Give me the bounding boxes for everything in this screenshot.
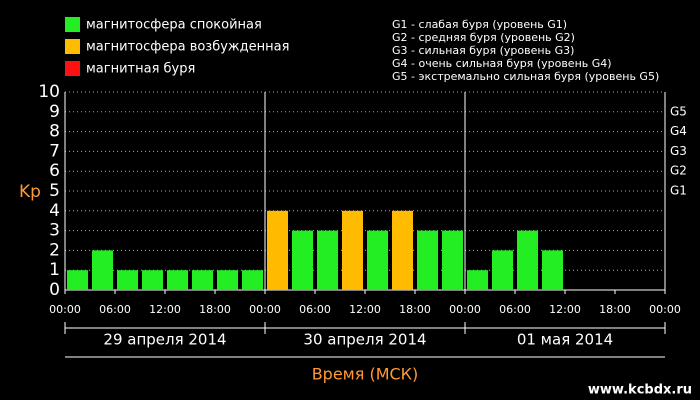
date-label: 29 апреля 2014 bbox=[103, 331, 226, 349]
storm-legend: G2 - средняя буря (уровень G2) bbox=[392, 31, 575, 44]
y-tick-label: 5 bbox=[49, 181, 60, 201]
y-tick-label: 1 bbox=[49, 260, 60, 280]
y-tick-label: 9 bbox=[49, 102, 60, 122]
y-tick-label: 8 bbox=[49, 122, 60, 142]
y-tick-label: 4 bbox=[49, 201, 60, 221]
legend-label: магнитная буря bbox=[86, 62, 195, 77]
bar bbox=[317, 230, 338, 290]
bar bbox=[92, 250, 113, 290]
x-tick-label: 18:00 bbox=[199, 303, 231, 316]
bar bbox=[492, 250, 513, 290]
x-tick-label: 06:00 bbox=[499, 303, 531, 316]
storm-level-label: G3 bbox=[670, 144, 687, 158]
bar bbox=[217, 270, 238, 290]
storm-legend: G1 - слабая буря (уровень G1) bbox=[392, 18, 567, 31]
storm-level-label: G2 bbox=[670, 164, 687, 178]
bar bbox=[67, 270, 88, 290]
y-tick-label: 10 bbox=[38, 82, 60, 102]
bar bbox=[392, 210, 413, 290]
bar bbox=[417, 230, 438, 290]
x-tick-label: 06:00 bbox=[299, 303, 331, 316]
bar bbox=[267, 210, 288, 290]
x-axis-label: Время (МСК) bbox=[312, 365, 419, 384]
y-tick-label: 3 bbox=[49, 221, 60, 241]
y-tick-label: 7 bbox=[49, 141, 60, 161]
y-tick-label: 0 bbox=[49, 280, 60, 300]
bar bbox=[442, 230, 463, 290]
bar bbox=[467, 270, 488, 290]
legend-swatch bbox=[65, 17, 80, 32]
x-tick-label: 18:00 bbox=[399, 303, 431, 316]
legend-label: магнитосфера спокойная bbox=[86, 18, 262, 33]
bar bbox=[542, 250, 563, 290]
bar bbox=[117, 270, 138, 290]
bar bbox=[292, 230, 313, 290]
bar bbox=[142, 270, 163, 290]
bar bbox=[242, 270, 263, 290]
bar bbox=[517, 230, 538, 290]
storm-level-label: G1 bbox=[670, 184, 687, 198]
storm-level-label: G4 bbox=[670, 124, 687, 138]
x-tick-label: 12:00 bbox=[349, 303, 381, 316]
legend-swatch bbox=[65, 61, 80, 76]
date-label: 30 апреля 2014 bbox=[303, 331, 426, 349]
x-tick-label: 18:00 bbox=[599, 303, 631, 316]
x-tick-label: 06:00 bbox=[99, 303, 131, 316]
storm-legend: G5 - экстремально сильная буря (уровень … bbox=[392, 70, 659, 83]
x-tick-label: 00:00 bbox=[649, 303, 681, 316]
x-tick-label: 00:00 bbox=[49, 303, 81, 316]
watermark: www.kcbdx.ru bbox=[588, 383, 692, 398]
bar bbox=[342, 210, 363, 290]
legend-swatch bbox=[65, 39, 80, 54]
y-tick-label: 2 bbox=[49, 240, 60, 260]
x-tick-label: 00:00 bbox=[249, 303, 281, 316]
legend-label: магнитосфера возбужденная bbox=[86, 40, 289, 55]
x-tick-label: 12:00 bbox=[549, 303, 581, 316]
y-axis-label: Kp bbox=[19, 182, 41, 202]
storm-legend: G3 - сильная буря (уровень G3) bbox=[392, 44, 574, 57]
x-tick-label: 00:00 bbox=[449, 303, 481, 316]
bar bbox=[192, 270, 213, 290]
bar bbox=[367, 230, 388, 290]
x-tick-label: 12:00 bbox=[149, 303, 181, 316]
storm-legend: G4 - очень сильная буря (уровень G4) bbox=[392, 57, 612, 70]
bar bbox=[167, 270, 188, 290]
date-label: 01 мая 2014 bbox=[517, 331, 613, 349]
y-tick-label: 6 bbox=[49, 161, 60, 181]
storm-level-label: G5 bbox=[670, 104, 687, 118]
